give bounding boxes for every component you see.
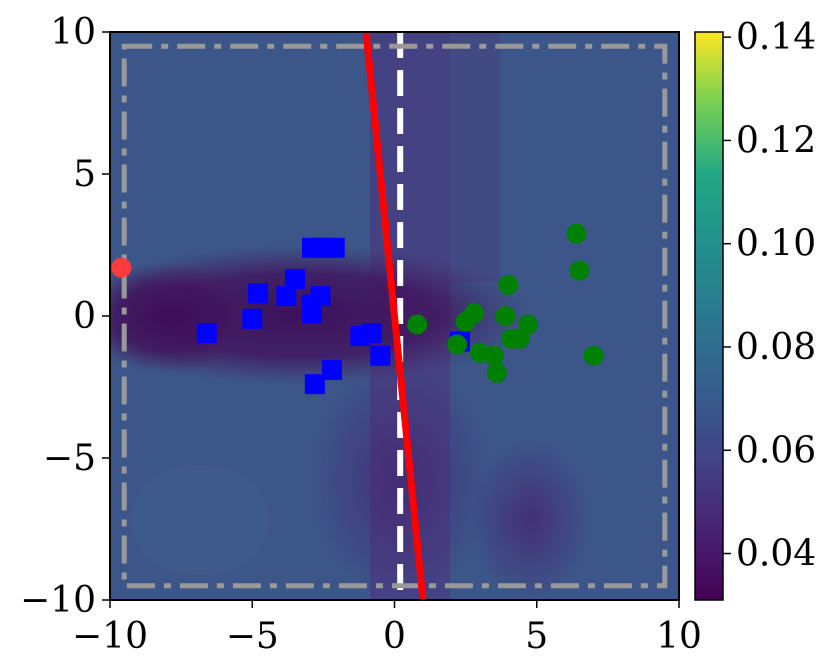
x-tick-label: 10: [656, 616, 702, 657]
colorbar-tick-label: 0.06: [736, 430, 816, 471]
data-point-circle: [495, 306, 516, 326]
colorbar-tick-label: 0.12: [736, 120, 816, 161]
x-tick-label: 5: [525, 616, 548, 657]
data-point-circle: [464, 303, 485, 324]
data-point-square: [301, 303, 322, 324]
colorbar-tick-label: 0.08: [736, 327, 816, 368]
x-axis: −10 −5 0 5 10: [72, 600, 702, 657]
data-point-circle: [484, 345, 505, 366]
colorbar-axis: 0.04 0.06 0.08 0.10 0.12 0.14: [723, 17, 816, 575]
x-tick-label: −10: [72, 616, 148, 657]
y-tick-label: −10: [20, 580, 96, 621]
y-axis: −10 −5 0 5 10: [20, 12, 110, 621]
x-tick-label: 0: [383, 616, 406, 657]
data-point-circle: [498, 274, 519, 295]
x-tick-label: −5: [226, 616, 279, 657]
data-point-circle: [569, 260, 590, 281]
data-point-square: [304, 374, 325, 395]
data-point-circle: [566, 223, 587, 244]
line-layer: [121, 31, 668, 601]
data-point-square: [361, 323, 382, 344]
boundary-dashdot-line: [121, 43, 668, 589]
data-point-square: [370, 345, 391, 366]
data-point-square: [242, 308, 263, 329]
data-point-circle: [407, 314, 428, 335]
y-tick-label: 5: [73, 154, 96, 195]
colorbar-tick-label: 0.14: [736, 17, 816, 58]
y-tick-label: −5: [43, 438, 96, 479]
data-point-square: [276, 286, 297, 307]
points-layer: [111, 223, 604, 395]
data-point-square: [196, 323, 217, 344]
data-point-square: [247, 283, 268, 304]
y-tick-label: 10: [50, 12, 96, 53]
data-point-circle: [518, 314, 539, 335]
decision-boundary-line: [362, 31, 427, 601]
data-point-circle: [111, 257, 132, 278]
colorbar-tick-label: 0.10: [736, 224, 816, 265]
colorbar: [694, 31, 724, 601]
data-point-square: [284, 269, 305, 290]
data-point-circle: [583, 345, 604, 366]
data-point-circle: [447, 334, 468, 355]
data-point-square: [321, 359, 342, 380]
data-point-square: [324, 237, 345, 258]
colorbar-tick-label: 0.04: [736, 534, 816, 575]
y-tick-label: 0: [73, 296, 96, 337]
data-point-circle: [486, 362, 507, 383]
heatmap-background: [110, 32, 679, 600]
